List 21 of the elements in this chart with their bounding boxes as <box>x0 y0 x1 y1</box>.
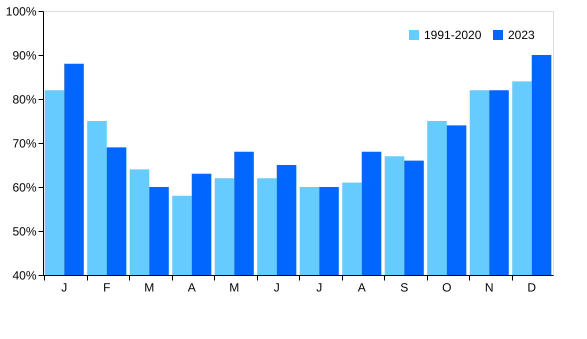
x-tick-label: S <box>400 280 408 294</box>
x-tick-label: A <box>188 280 196 294</box>
x-tick-label: M <box>144 280 154 294</box>
x-tick-label: D <box>527 280 536 294</box>
y-tick-label: 50% <box>12 224 37 238</box>
y-tick-label: 80% <box>12 92 37 106</box>
x-tick-label: A <box>358 280 366 294</box>
x-tick-label: O <box>442 280 452 294</box>
legend-label: 1991-2020 <box>424 28 482 42</box>
y-tick-label: 40% <box>12 268 37 282</box>
x-tick-label: J <box>316 280 322 294</box>
x-tick-label: J <box>61 280 68 294</box>
y-tick-label: 60% <box>12 180 37 194</box>
x-tick-label: F <box>103 280 110 294</box>
y-tick-label: 70% <box>12 136 37 150</box>
y-tick-label: 100% <box>6 4 37 18</box>
x-tick-label: J <box>274 280 280 294</box>
y-tick-label: 90% <box>12 48 37 62</box>
legend-label: 2023 <box>508 28 536 42</box>
x-tick-label: N <box>484 280 494 294</box>
x-tick-label: M <box>229 280 240 294</box>
